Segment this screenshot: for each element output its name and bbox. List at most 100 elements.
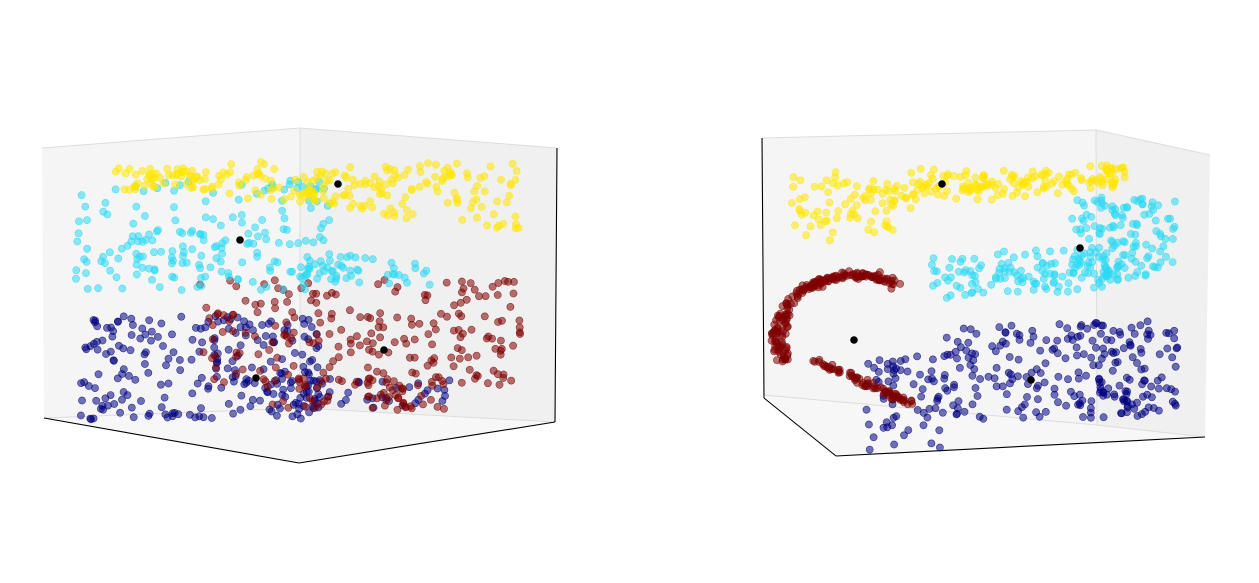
data-point <box>962 346 971 355</box>
data-point <box>1002 405 1011 414</box>
data-point <box>1041 282 1049 291</box>
data-point <box>390 338 399 347</box>
data-point <box>112 273 121 282</box>
data-point <box>262 235 271 244</box>
data-point <box>284 339 293 348</box>
data-point <box>270 276 279 285</box>
data-point <box>992 363 1001 372</box>
data-point <box>1151 216 1160 225</box>
data-point <box>316 318 325 327</box>
data-point <box>131 170 140 179</box>
data-point <box>191 413 200 422</box>
data-point <box>273 353 282 362</box>
data-point <box>928 355 937 364</box>
data-point <box>1064 279 1073 287</box>
data-point <box>1103 165 1111 174</box>
data-point <box>160 393 169 402</box>
data-point <box>119 344 128 353</box>
data-point <box>317 224 325 233</box>
data-point <box>823 362 831 371</box>
data-point <box>105 248 114 257</box>
data-point <box>971 173 980 182</box>
data-point <box>1155 406 1163 415</box>
data-point <box>1143 317 1152 326</box>
data-point <box>240 380 249 389</box>
data-point <box>1021 250 1029 259</box>
data-point <box>1170 334 1179 343</box>
data-point <box>862 270 871 279</box>
data-point <box>824 274 833 282</box>
data-point <box>891 187 899 195</box>
data-point <box>1137 365 1146 374</box>
data-point <box>393 405 402 414</box>
data-point <box>939 172 948 180</box>
data-point <box>361 254 370 262</box>
data-point <box>476 173 485 182</box>
data-point <box>825 236 834 245</box>
data-point <box>224 345 233 354</box>
data-point <box>280 214 289 223</box>
data-point <box>188 245 197 253</box>
data-point <box>429 319 438 328</box>
data-point <box>138 167 147 175</box>
data-point <box>370 183 379 192</box>
data-point <box>1132 219 1141 228</box>
data-point <box>1154 263 1162 272</box>
data-point <box>1086 404 1095 413</box>
data-point <box>1113 358 1122 366</box>
data-point <box>365 345 373 354</box>
data-point <box>1000 185 1008 193</box>
data-point <box>141 330 150 339</box>
data-point <box>812 278 821 286</box>
data-point <box>74 229 83 238</box>
data-point <box>925 178 933 187</box>
data-point <box>216 221 225 230</box>
data-point <box>169 348 178 357</box>
data-point <box>164 171 173 180</box>
data-point <box>509 341 517 350</box>
data-point <box>907 168 916 177</box>
data-point <box>1101 201 1109 210</box>
data-point <box>193 379 202 388</box>
data-point <box>299 362 308 371</box>
data-point <box>94 370 103 379</box>
data-point <box>864 359 873 368</box>
data-point <box>475 292 483 301</box>
data-point <box>419 400 427 409</box>
data-point <box>1077 273 1086 282</box>
data-point <box>1097 321 1106 330</box>
data-point <box>91 384 99 392</box>
data-point <box>1115 381 1124 390</box>
data-point <box>1062 401 1070 410</box>
data-point <box>1142 240 1151 249</box>
data-point <box>226 168 235 177</box>
data-point <box>457 277 466 286</box>
data-point <box>821 217 830 225</box>
data-point <box>328 169 337 178</box>
data-point <box>338 377 346 385</box>
data-point <box>132 270 141 279</box>
data-point <box>92 396 101 405</box>
data-point <box>871 207 880 216</box>
data-point <box>1079 413 1087 421</box>
data-point <box>1055 320 1064 329</box>
data-point <box>156 380 165 389</box>
data-point <box>1043 261 1051 270</box>
data-point <box>1171 197 1179 206</box>
data-point <box>1087 397 1096 405</box>
data-point <box>1130 329 1139 338</box>
data-point <box>229 377 238 386</box>
data-point <box>1080 201 1088 210</box>
data-point <box>260 160 268 168</box>
data-point <box>970 254 979 263</box>
data-point <box>398 387 407 396</box>
data-point <box>495 380 504 389</box>
data-point <box>1077 321 1086 329</box>
data-point <box>822 208 831 217</box>
data-point <box>199 413 208 422</box>
data-point <box>861 192 869 201</box>
data-point <box>1148 244 1157 253</box>
data-point <box>126 346 135 355</box>
data-point <box>354 266 363 275</box>
